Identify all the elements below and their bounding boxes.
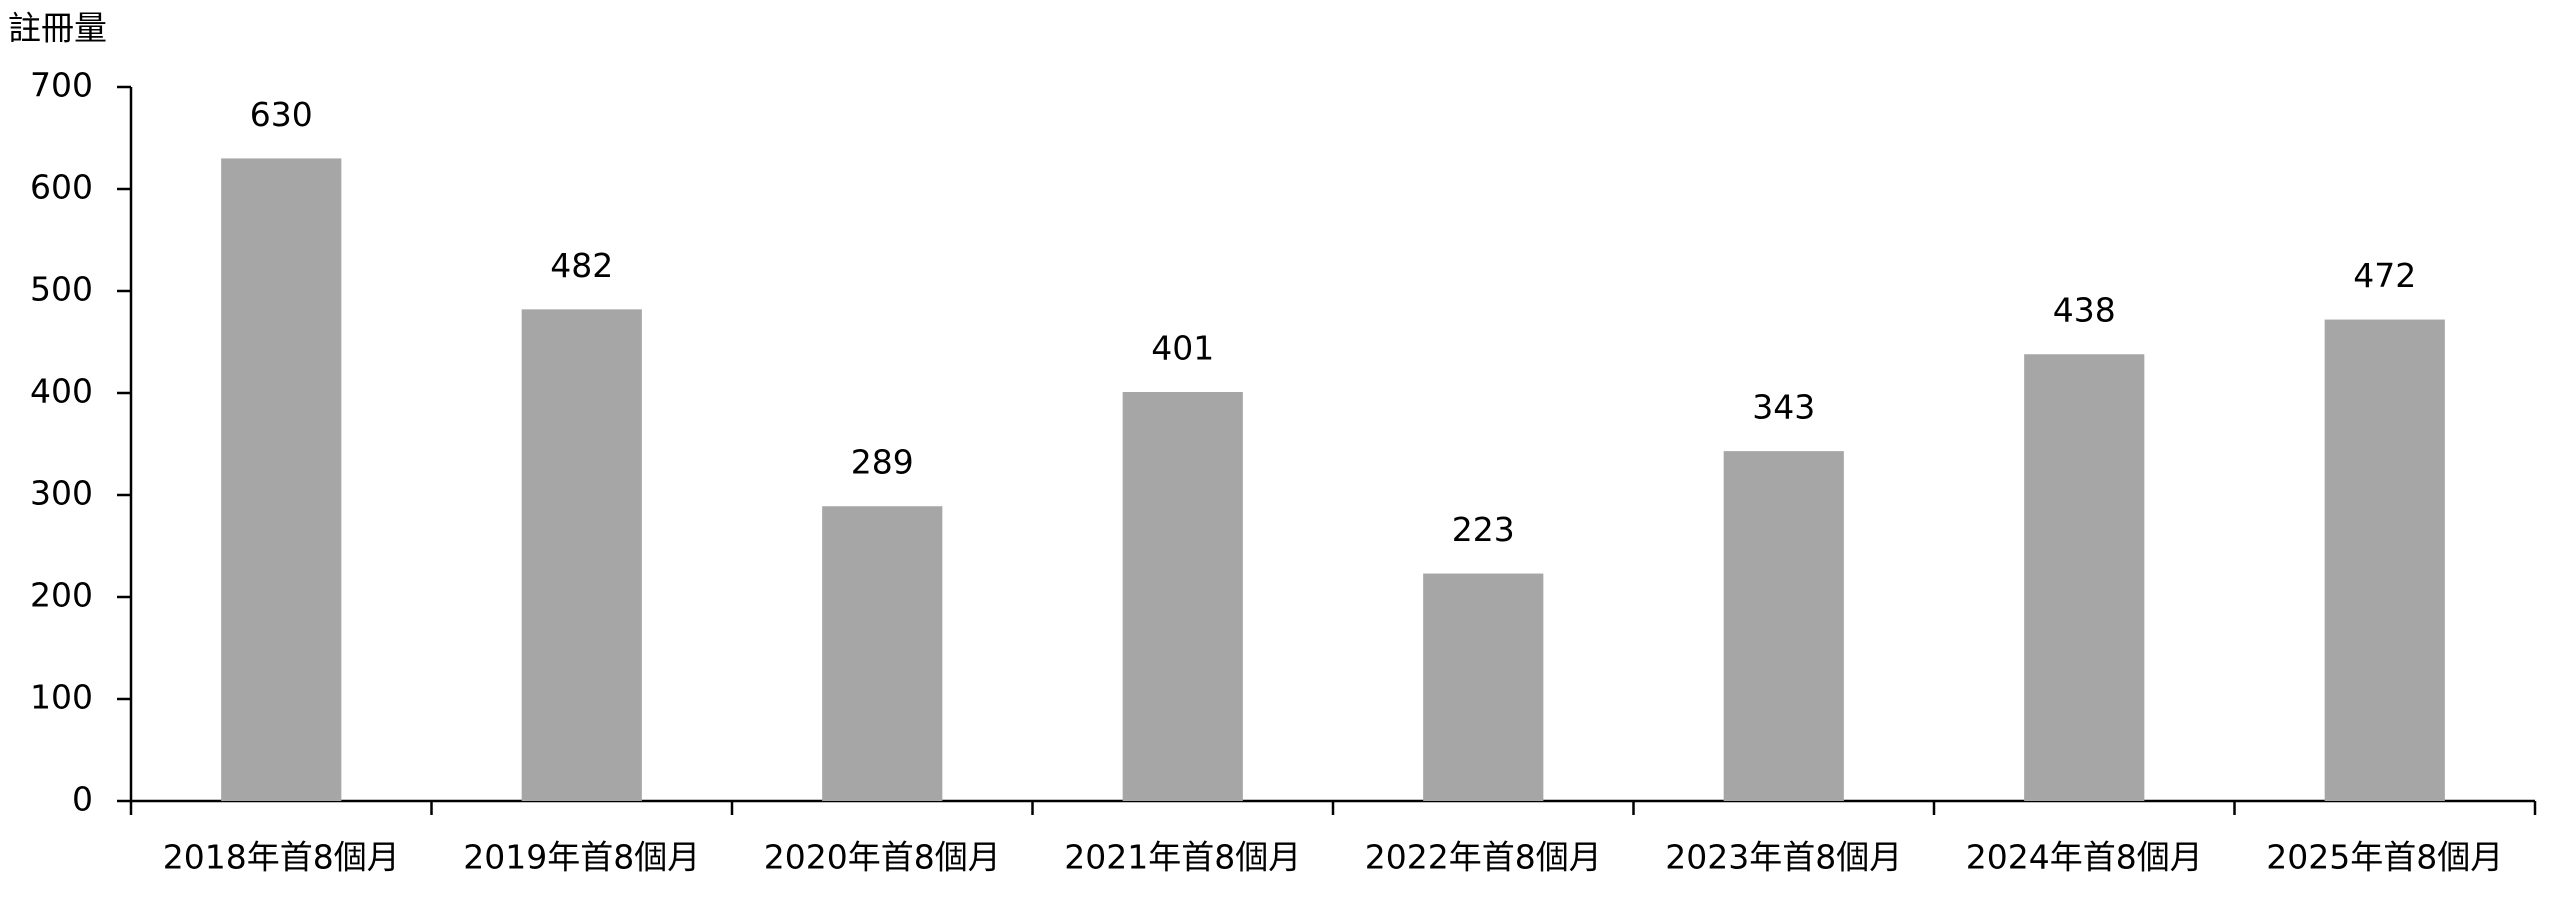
x-tick-label: 2018年首8個月: [163, 838, 400, 877]
value-label: 343: [1752, 388, 1815, 427]
x-tick-label: 2023年首8個月: [1665, 838, 1902, 877]
y-axis-label: 註冊量: [8, 9, 107, 48]
x-tick-label: 2019年首8個月: [463, 838, 700, 877]
bar: [521, 309, 642, 801]
x-tick-label: 2020年首8個月: [764, 838, 1001, 877]
y-tick-label: 100: [30, 678, 93, 717]
y-tick-label: 500: [30, 270, 93, 309]
value-label: 438: [2053, 291, 2116, 330]
y-tick-label: 300: [30, 474, 93, 513]
bar: [2324, 319, 2445, 801]
bar: [1723, 451, 1844, 801]
value-label: 289: [851, 443, 914, 482]
y-tick-label: 0: [72, 780, 93, 819]
bar: [221, 158, 342, 801]
x-tick-label: 2024年首8個月: [1966, 838, 2203, 877]
y-tick-label: 700: [30, 66, 93, 105]
value-label: 482: [550, 246, 613, 285]
y-tick-label: 400: [30, 372, 93, 411]
x-tick-label: 2022年首8個月: [1365, 838, 1602, 877]
x-tick-label: 2025年首8個月: [2266, 838, 2503, 877]
bar: [1423, 573, 1544, 801]
value-label: 223: [1452, 510, 1515, 549]
value-label: 401: [1151, 328, 1214, 367]
value-label: 472: [2353, 256, 2416, 295]
value-label: 630: [250, 95, 313, 134]
bar: [822, 506, 943, 801]
y-tick-label: 600: [30, 168, 93, 207]
bar: [1122, 391, 1243, 801]
x-tick-label: 2021年首8個月: [1064, 838, 1301, 877]
y-tick-label: 200: [30, 576, 93, 615]
bar: [2024, 354, 2145, 801]
